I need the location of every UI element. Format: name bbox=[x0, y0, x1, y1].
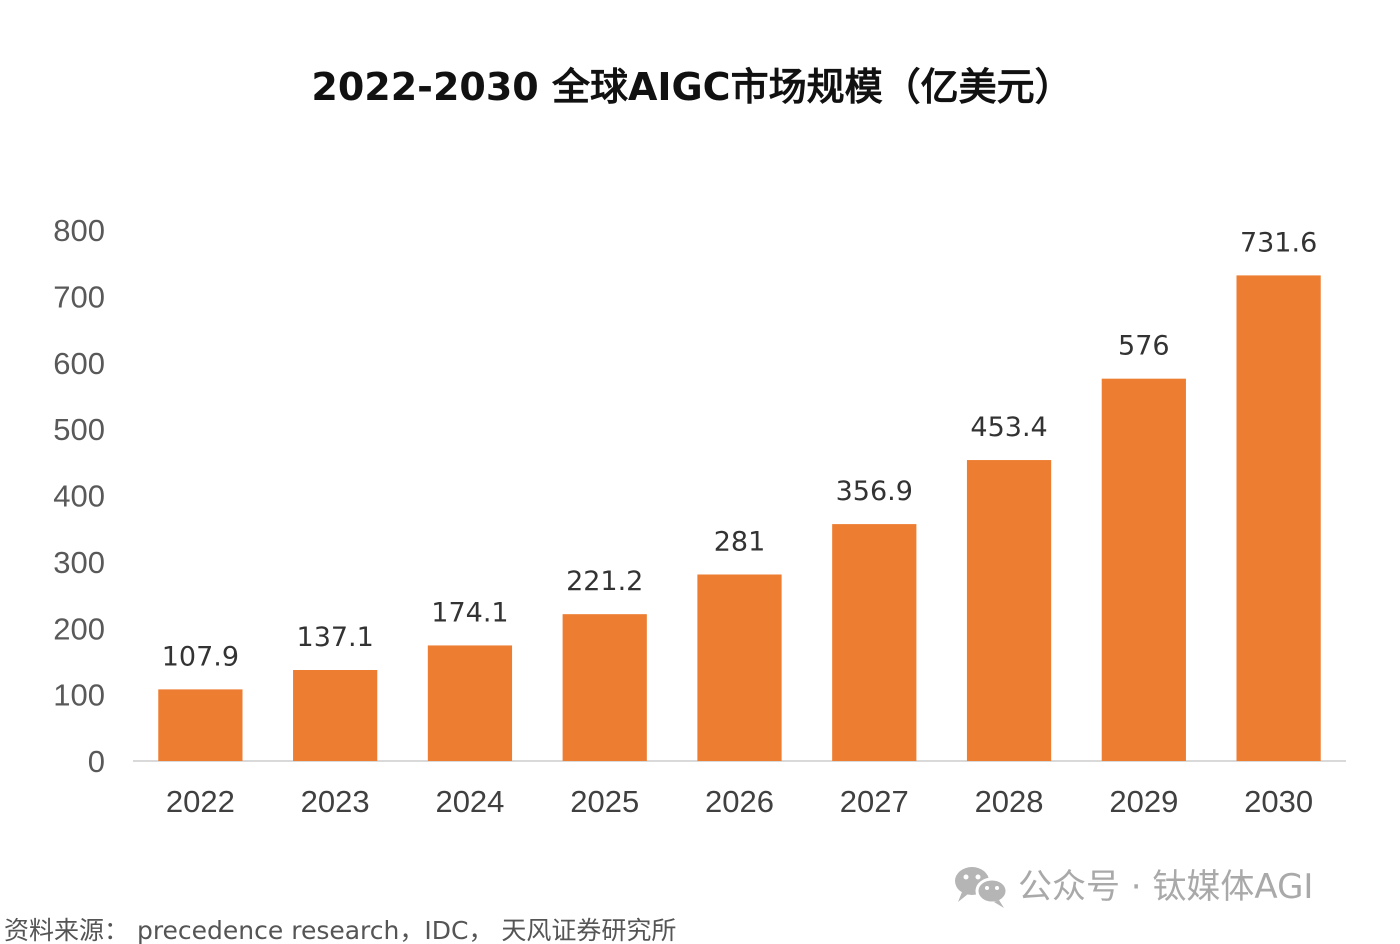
wechat-icon bbox=[955, 867, 1009, 908]
y-tick-label: 800 bbox=[53, 213, 105, 248]
x-tick-label-2024: 2024 bbox=[435, 784, 504, 819]
data-label-2025: 221.2 bbox=[566, 566, 643, 597]
bar-2022 bbox=[158, 689, 243, 761]
data-label-2028: 453.4 bbox=[970, 412, 1047, 443]
y-tick-label: 600 bbox=[53, 346, 105, 381]
x-tick-label-2029: 2029 bbox=[1109, 784, 1178, 819]
bar-2026 bbox=[697, 574, 782, 761]
data-label-2029: 576 bbox=[1118, 331, 1170, 362]
y-tick-label: 300 bbox=[53, 545, 105, 580]
bar-2023 bbox=[293, 669, 378, 761]
source-note: 资料来源： precedence research，IDC， 天风证券研究所 bbox=[4, 916, 676, 944]
watermark: 公众号 · 钛媒体AGI bbox=[955, 867, 1313, 908]
x-tick-label-2027: 2027 bbox=[840, 784, 909, 819]
data-labels-group: 107.9 137.1 174.1 221.2 281 356.9 453.4 576 731.… bbox=[162, 227, 1318, 672]
data-label-2022: 107.9 bbox=[162, 641, 239, 672]
x-tick-label-2026: 2026 bbox=[705, 784, 774, 819]
y-tick-label: 400 bbox=[53, 479, 105, 514]
x-tick-label-2028: 2028 bbox=[975, 784, 1044, 819]
bars-group bbox=[158, 275, 1321, 761]
bar-2027 bbox=[832, 524, 917, 761]
x-tick-label-2022: 2022 bbox=[166, 784, 235, 819]
data-label-2023: 137.1 bbox=[297, 622, 374, 653]
x-tick-label-2030: 2030 bbox=[1244, 784, 1313, 819]
x-tick-label-2025: 2025 bbox=[570, 784, 639, 819]
y-tick-label: 0 bbox=[88, 744, 105, 779]
data-label-2026: 281 bbox=[714, 526, 766, 557]
bar-2025 bbox=[562, 614, 647, 761]
bar-2030 bbox=[1236, 275, 1321, 761]
bar-2028 bbox=[966, 460, 1052, 761]
data-label-2024: 174.1 bbox=[431, 597, 508, 628]
y-tick-label: 700 bbox=[53, 279, 105, 314]
x-axis: 2022 2023 2024 2025 2026 2027 2028 2029 2030 bbox=[166, 784, 1313, 819]
bar-2024 bbox=[427, 645, 513, 761]
y-tick-label: 500 bbox=[53, 412, 105, 447]
chart-title: 2022-2030 全球AIGC市场规模（亿美元） bbox=[311, 65, 1072, 109]
bar-2029 bbox=[1101, 378, 1186, 761]
x-tick-label-2023: 2023 bbox=[301, 784, 370, 819]
watermark-text: 公众号 · 钛媒体AGI bbox=[1018, 867, 1313, 907]
data-label-2030: 731.6 bbox=[1240, 227, 1317, 258]
y-tick-label: 100 bbox=[53, 678, 105, 713]
y-tick-label: 200 bbox=[53, 611, 105, 646]
data-label-2027: 356.9 bbox=[836, 476, 913, 507]
y-axis: 0 100 200 300 400 500 600 700 800 bbox=[53, 213, 105, 779]
